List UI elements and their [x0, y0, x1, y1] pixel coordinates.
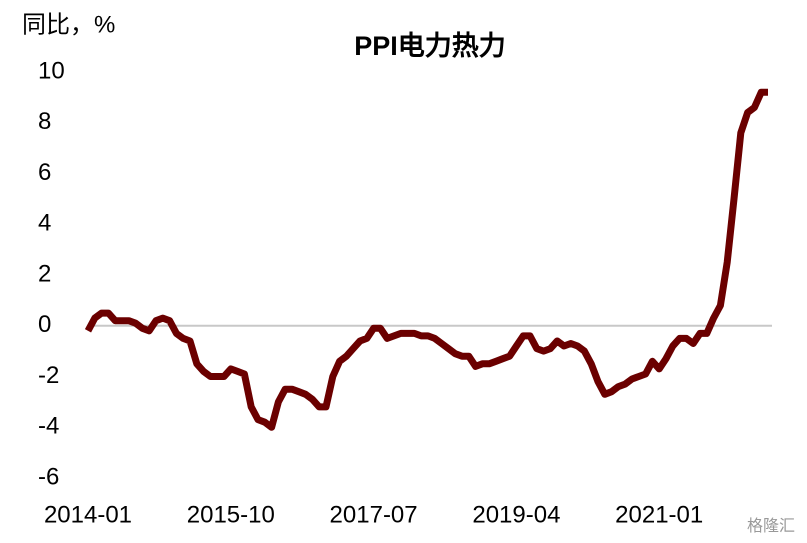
y-tick-label: 2	[38, 260, 51, 287]
x-tick-label: 2021-01	[615, 501, 703, 528]
line-series	[84, 88, 768, 431]
y-tick-label: 6	[38, 159, 51, 186]
y-tick-label: 0	[38, 311, 51, 338]
x-tick-label: 2014-01	[44, 501, 132, 528]
watermark: 格隆汇	[747, 517, 795, 535]
y-tick-label: 4	[38, 210, 51, 237]
y-tick-label: 10	[38, 57, 65, 84]
y-tick-label: -4	[38, 413, 59, 440]
x-tick-label: 2015-10	[187, 501, 275, 528]
x-tick-label: 2017-07	[330, 501, 418, 528]
chart-title: PPI电力热力	[354, 31, 506, 61]
y-axis-label: 同比，%	[22, 11, 115, 38]
y-tick-label: -6	[38, 463, 59, 490]
x-tick-label: 2019-04	[472, 501, 560, 528]
y-tick-label: -2	[38, 362, 59, 389]
y-tick-label: 8	[38, 108, 51, 135]
